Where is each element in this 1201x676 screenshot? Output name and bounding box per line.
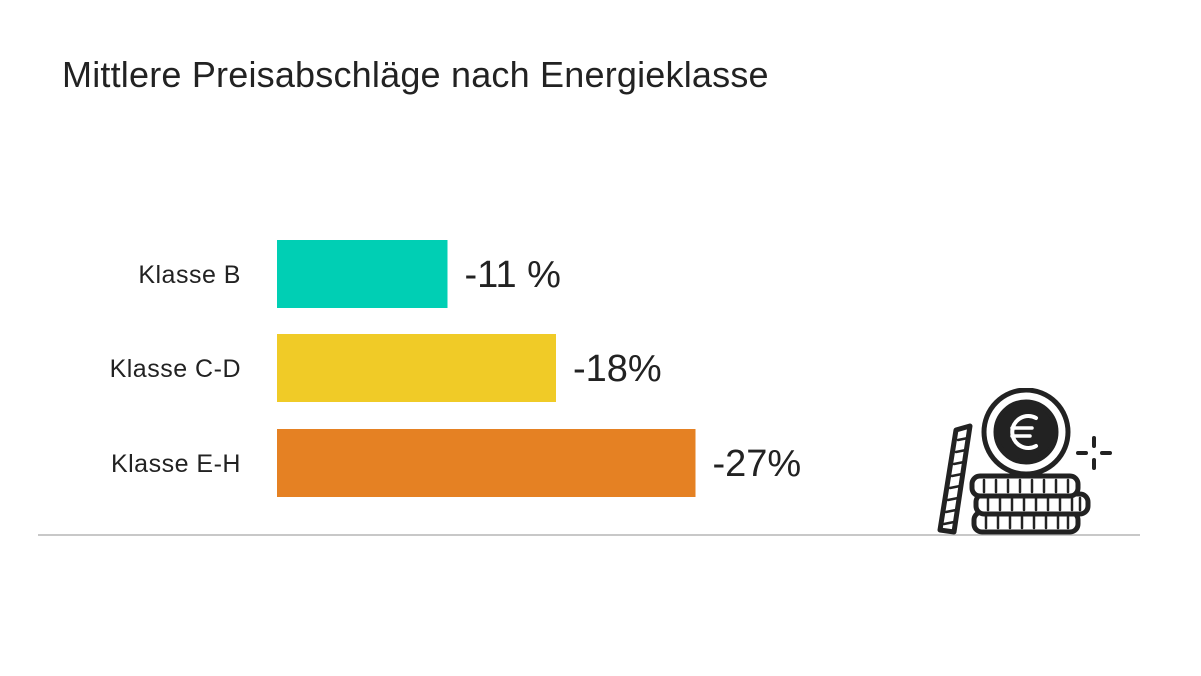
category-label: Klasse C-D — [110, 355, 241, 383]
category-label: Klasse E-H — [111, 450, 241, 478]
value-label: -11 % — [465, 254, 561, 296]
bar-1 — [277, 240, 448, 308]
value-label: -27% — [713, 443, 802, 485]
bar-2 — [277, 334, 556, 402]
value-label: -18% — [573, 348, 662, 390]
category-label: Klasse B — [138, 261, 241, 289]
chart-title: Mittlere Preisabschläge nach Energieklas… — [62, 54, 769, 95]
bar-3 — [277, 429, 696, 497]
coin-stack-euro-icon — [928, 387, 1118, 540]
